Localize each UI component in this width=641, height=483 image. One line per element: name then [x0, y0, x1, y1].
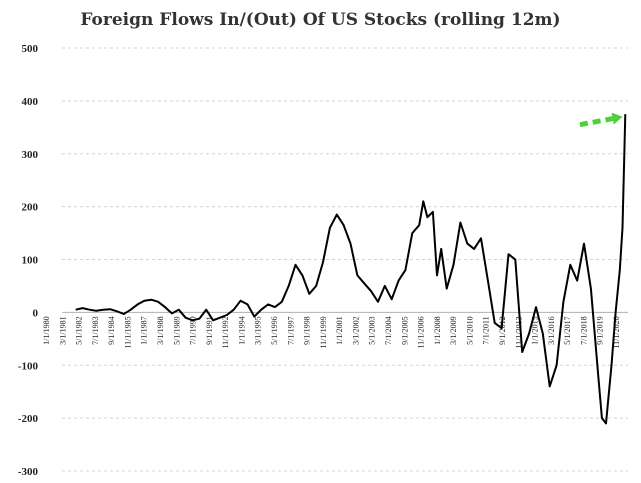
- y-tick-label: 200: [22, 202, 39, 214]
- x-tick-label: 11/1/2013: [514, 316, 523, 348]
- x-tick-label: 9/1/1991: [205, 316, 214, 344]
- x-tick-label: 7/1/2011: [482, 316, 491, 344]
- y-tick-label: -100: [18, 360, 39, 372]
- x-tick-label: 3/1/1981: [58, 316, 67, 344]
- x-tick-label: 1/1/1994: [237, 316, 246, 344]
- x-tick-label: 11/1/1992: [221, 316, 230, 348]
- x-tick-label: 1/1/1980: [42, 316, 51, 344]
- x-tick-label: 9/1/1984: [107, 316, 116, 344]
- y-tick-label: -200: [18, 413, 39, 425]
- x-tick-label: 1/1/2008: [433, 316, 442, 344]
- x-tick-label: 5/1/1996: [270, 316, 279, 344]
- y-tick-label: -300: [18, 466, 39, 478]
- x-tick-label: 11/1/2006: [417, 316, 426, 348]
- x-tick-label: 7/1/2004: [384, 316, 393, 344]
- x-tick-label: 3/1/1995: [254, 316, 263, 344]
- x-tick-label: 3/1/1988: [156, 316, 165, 344]
- y-axis-tick-labels: 500 400 300 200 100 0 -100 -200 -300: [18, 43, 39, 478]
- x-tick-label: 5/1/2010: [465, 316, 474, 344]
- series-lines: [75, 114, 627, 425]
- x-tick-label: 3/1/2016: [547, 316, 556, 344]
- x-tick-label: 5/1/1989: [172, 316, 181, 344]
- x-tick-label: 1/1/2001: [335, 316, 344, 344]
- x-tick-label: 5/1/2003: [368, 316, 377, 344]
- gridlines: [62, 47, 628, 472]
- x-tick-label: 11/1/1985: [123, 316, 132, 348]
- chart-title: Foreign Flows In/(Out) Of US Stocks (rol…: [80, 10, 561, 30]
- x-tick-label: 5/1/2017: [563, 316, 572, 344]
- series-line: [75, 114, 627, 425]
- y-tick-label: 500: [22, 43, 39, 55]
- x-tick-label: 3/1/2002: [351, 316, 360, 344]
- x-tick-label: 5/1/1982: [75, 316, 84, 344]
- x-tick-label: 7/1/1990: [189, 316, 198, 344]
- x-tick-label: 7/1/2018: [579, 316, 588, 344]
- annotation-arrow-head: [611, 112, 623, 125]
- x-tick-label: 7/1/1997: [286, 316, 295, 344]
- x-tick-label: 9/1/2019: [596, 316, 605, 344]
- x-tick-label: 11/1/2020: [612, 316, 621, 348]
- y-tick-label: 0: [33, 307, 39, 319]
- annotations: [579, 112, 623, 128]
- x-tick-label: 9/1/2005: [400, 316, 409, 344]
- x-tick-label: 3/1/2009: [449, 316, 458, 344]
- x-tick-label: 9/1/2012: [498, 316, 507, 344]
- y-tick-label: 400: [22, 96, 39, 108]
- x-axis-tick-labels: 1/1/1980 3/1/1981 5/1/1982 7/1/1983 9/1/1984…: [42, 316, 621, 348]
- y-tick-label: 300: [22, 149, 39, 161]
- x-tick-label: 1/1/2015: [531, 316, 540, 344]
- x-tick-label: 11/1/1999: [319, 316, 328, 348]
- x-tick-label: 1/1/1987: [140, 316, 149, 344]
- x-tick-label: 9/1/1998: [303, 316, 312, 344]
- annotation-arrow-shaft: [579, 116, 614, 128]
- x-tick-label: 7/1/1983: [91, 316, 100, 344]
- y-tick-label: 100: [22, 255, 39, 267]
